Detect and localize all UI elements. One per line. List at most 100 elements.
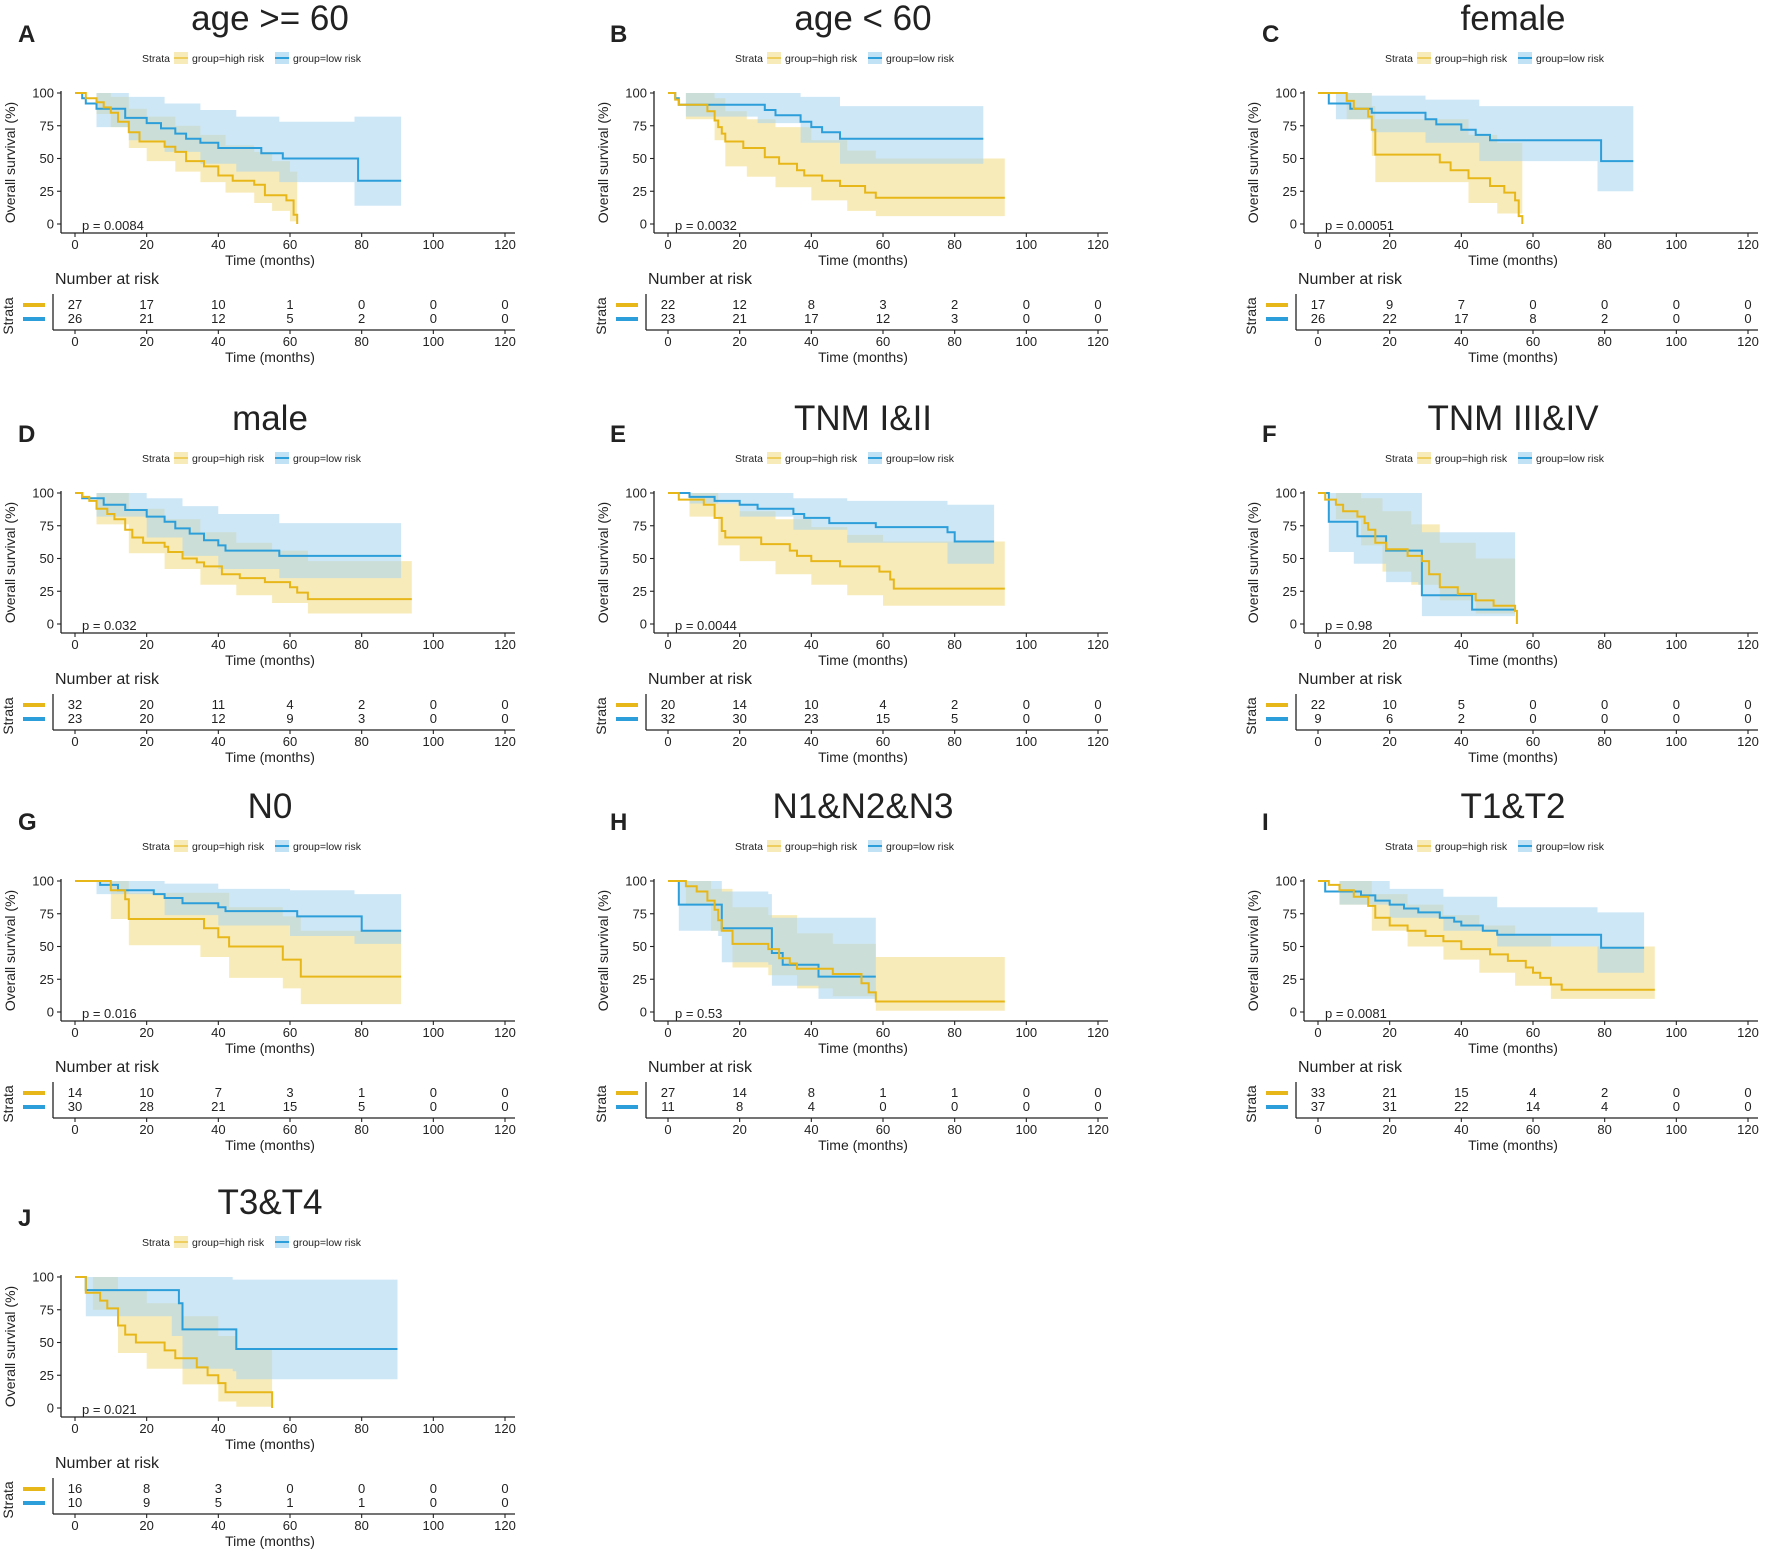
y-tick-label: 50 — [40, 1335, 54, 1350]
risk-count-low: 0 — [1673, 1099, 1680, 1114]
risk-strata-label: Strata — [593, 697, 609, 735]
legend-title: Strata — [735, 453, 763, 465]
risk-count-high: 21 — [1382, 1085, 1396, 1100]
y-tick-label: 25 — [1283, 972, 1297, 987]
risk-count-high: 0 — [501, 1085, 508, 1100]
x-tick-label: 100 — [1015, 1025, 1037, 1040]
legend-low-label: group=low risk — [293, 453, 362, 465]
y-tick-label: 50 — [1283, 151, 1297, 166]
risk-x-axis-title: Time (months) — [225, 749, 315, 765]
risk-count-low: 0 — [430, 711, 437, 726]
km-curve-low-risk — [75, 92, 402, 182]
y-tick-label: 50 — [40, 151, 54, 166]
legend-low-label: group=low risk — [1536, 53, 1605, 65]
risk-count-low: 5 — [951, 711, 958, 726]
risk-count-low: 14 — [1526, 1099, 1540, 1114]
y-axis-title: Overall survival (%) — [2, 1286, 18, 1407]
risk-x-tick-label: 20 — [139, 334, 153, 349]
panel-letter: B — [610, 21, 627, 48]
risk-x-axis-title: Time (months) — [225, 1137, 315, 1153]
x-tick-label: 120 — [494, 1421, 516, 1436]
panel-g: G N0 Strata group=high risk group=low risk 0 2… — [0, 787, 516, 1153]
x-tick-label: 80 — [947, 1025, 961, 1040]
y-tick-label: 100 — [1275, 486, 1297, 501]
risk-count-low: 9 — [286, 711, 293, 726]
risk-count-high: 0 — [1094, 1085, 1101, 1100]
risk-count-high: 4 — [879, 697, 886, 712]
risk-x-tick-label: 20 — [139, 1518, 153, 1533]
x-tick-label: 0 — [664, 1025, 671, 1040]
y-tick-label: 0 — [640, 217, 647, 232]
risk-count-low: 20 — [139, 711, 153, 726]
legend-title: Strata — [142, 53, 170, 65]
x-tick-label: 100 — [422, 237, 444, 252]
risk-x-tick-label: 60 — [1526, 334, 1540, 349]
x-tick-label: 0 — [1314, 237, 1321, 252]
risk-count-low: 23 — [804, 711, 818, 726]
risk-x-tick-label: 40 — [211, 734, 225, 749]
risk-count-high: 20 — [661, 697, 675, 712]
y-tick-label: 25 — [1283, 584, 1297, 599]
y-tick-label: 75 — [40, 906, 54, 921]
risk-x-tick-label: 60 — [1526, 1122, 1540, 1137]
risk-x-tick-label: 40 — [1454, 1122, 1468, 1137]
x-tick-label: 40 — [804, 1025, 818, 1040]
risk-x-axis-title: Time (months) — [1468, 1137, 1558, 1153]
risk-count-high: 0 — [501, 697, 508, 712]
legend-high-label: group=high risk — [1435, 841, 1508, 853]
risk-count-low: 0 — [1744, 311, 1751, 326]
risk-count-high: 8 — [808, 297, 815, 312]
risk-strata-label: Strata — [1243, 697, 1259, 735]
legend-high-label: group=high risk — [785, 453, 858, 465]
km-curve-low-risk — [668, 880, 876, 978]
risk-x-tick-label: 100 — [1665, 334, 1687, 349]
x-tick-label: 0 — [664, 237, 671, 252]
legend-high-swatch — [1417, 840, 1431, 852]
y-tick-label: 50 — [633, 551, 647, 566]
legend-title: Strata — [142, 453, 170, 465]
risk-count-low: 0 — [1744, 711, 1751, 726]
legend-high-swatch — [174, 52, 188, 64]
risk-x-axis-title: Time (months) — [225, 349, 315, 365]
x-tick-label: 40 — [211, 1025, 225, 1040]
legend-high-label: group=high risk — [785, 841, 858, 853]
y-tick-label: 25 — [40, 184, 54, 199]
risk-strata-label: Strata — [0, 297, 16, 335]
risk-x-tick-label: 100 — [422, 734, 444, 749]
y-tick-label: 75 — [633, 906, 647, 921]
risk-count-low: 15 — [876, 711, 890, 726]
risk-x-axis-title: Time (months) — [818, 1137, 908, 1153]
ci-band-low-risk — [75, 881, 402, 963]
risk-count-high: 1 — [286, 297, 293, 312]
risk-count-low: 0 — [1744, 1099, 1751, 1114]
risk-count-high: 17 — [139, 297, 153, 312]
risk-table-title: Number at risk — [55, 1059, 160, 1076]
ci-band-high-risk — [668, 493, 1005, 609]
risk-x-tick-label: 0 — [664, 734, 671, 749]
x-tick-label: 80 — [947, 637, 961, 652]
x-tick-label: 80 — [354, 237, 368, 252]
risk-count-low: 21 — [732, 311, 746, 326]
x-tick-label: 60 — [1526, 637, 1540, 652]
x-tick-label: 40 — [1454, 237, 1468, 252]
x-tick-label: 80 — [354, 1025, 368, 1040]
risk-count-high: 12 — [732, 297, 746, 312]
legend: Strata group=high risk group=low risk — [142, 52, 362, 65]
risk-count-high: 0 — [358, 297, 365, 312]
y-tick-label: 50 — [633, 151, 647, 166]
risk-count-high: 2 — [1601, 1085, 1608, 1100]
legend-low-label: group=low risk — [1536, 841, 1605, 853]
risk-x-tick-label: 100 — [1665, 1122, 1687, 1137]
y-tick-label: 75 — [40, 118, 54, 133]
risk-x-tick-label: 40 — [804, 334, 818, 349]
risk-x-tick-label: 120 — [494, 734, 516, 749]
ci-band-low-risk — [75, 93, 402, 206]
risk-count-high: 32 — [68, 697, 82, 712]
x-tick-label: 80 — [947, 237, 961, 252]
risk-count-low: 9 — [1314, 711, 1321, 726]
risk-strata-label: Strata — [0, 697, 16, 735]
panel-title: female — [1460, 0, 1565, 38]
risk-count-low: 10 — [68, 1495, 82, 1510]
risk-count-low: 0 — [1673, 711, 1680, 726]
